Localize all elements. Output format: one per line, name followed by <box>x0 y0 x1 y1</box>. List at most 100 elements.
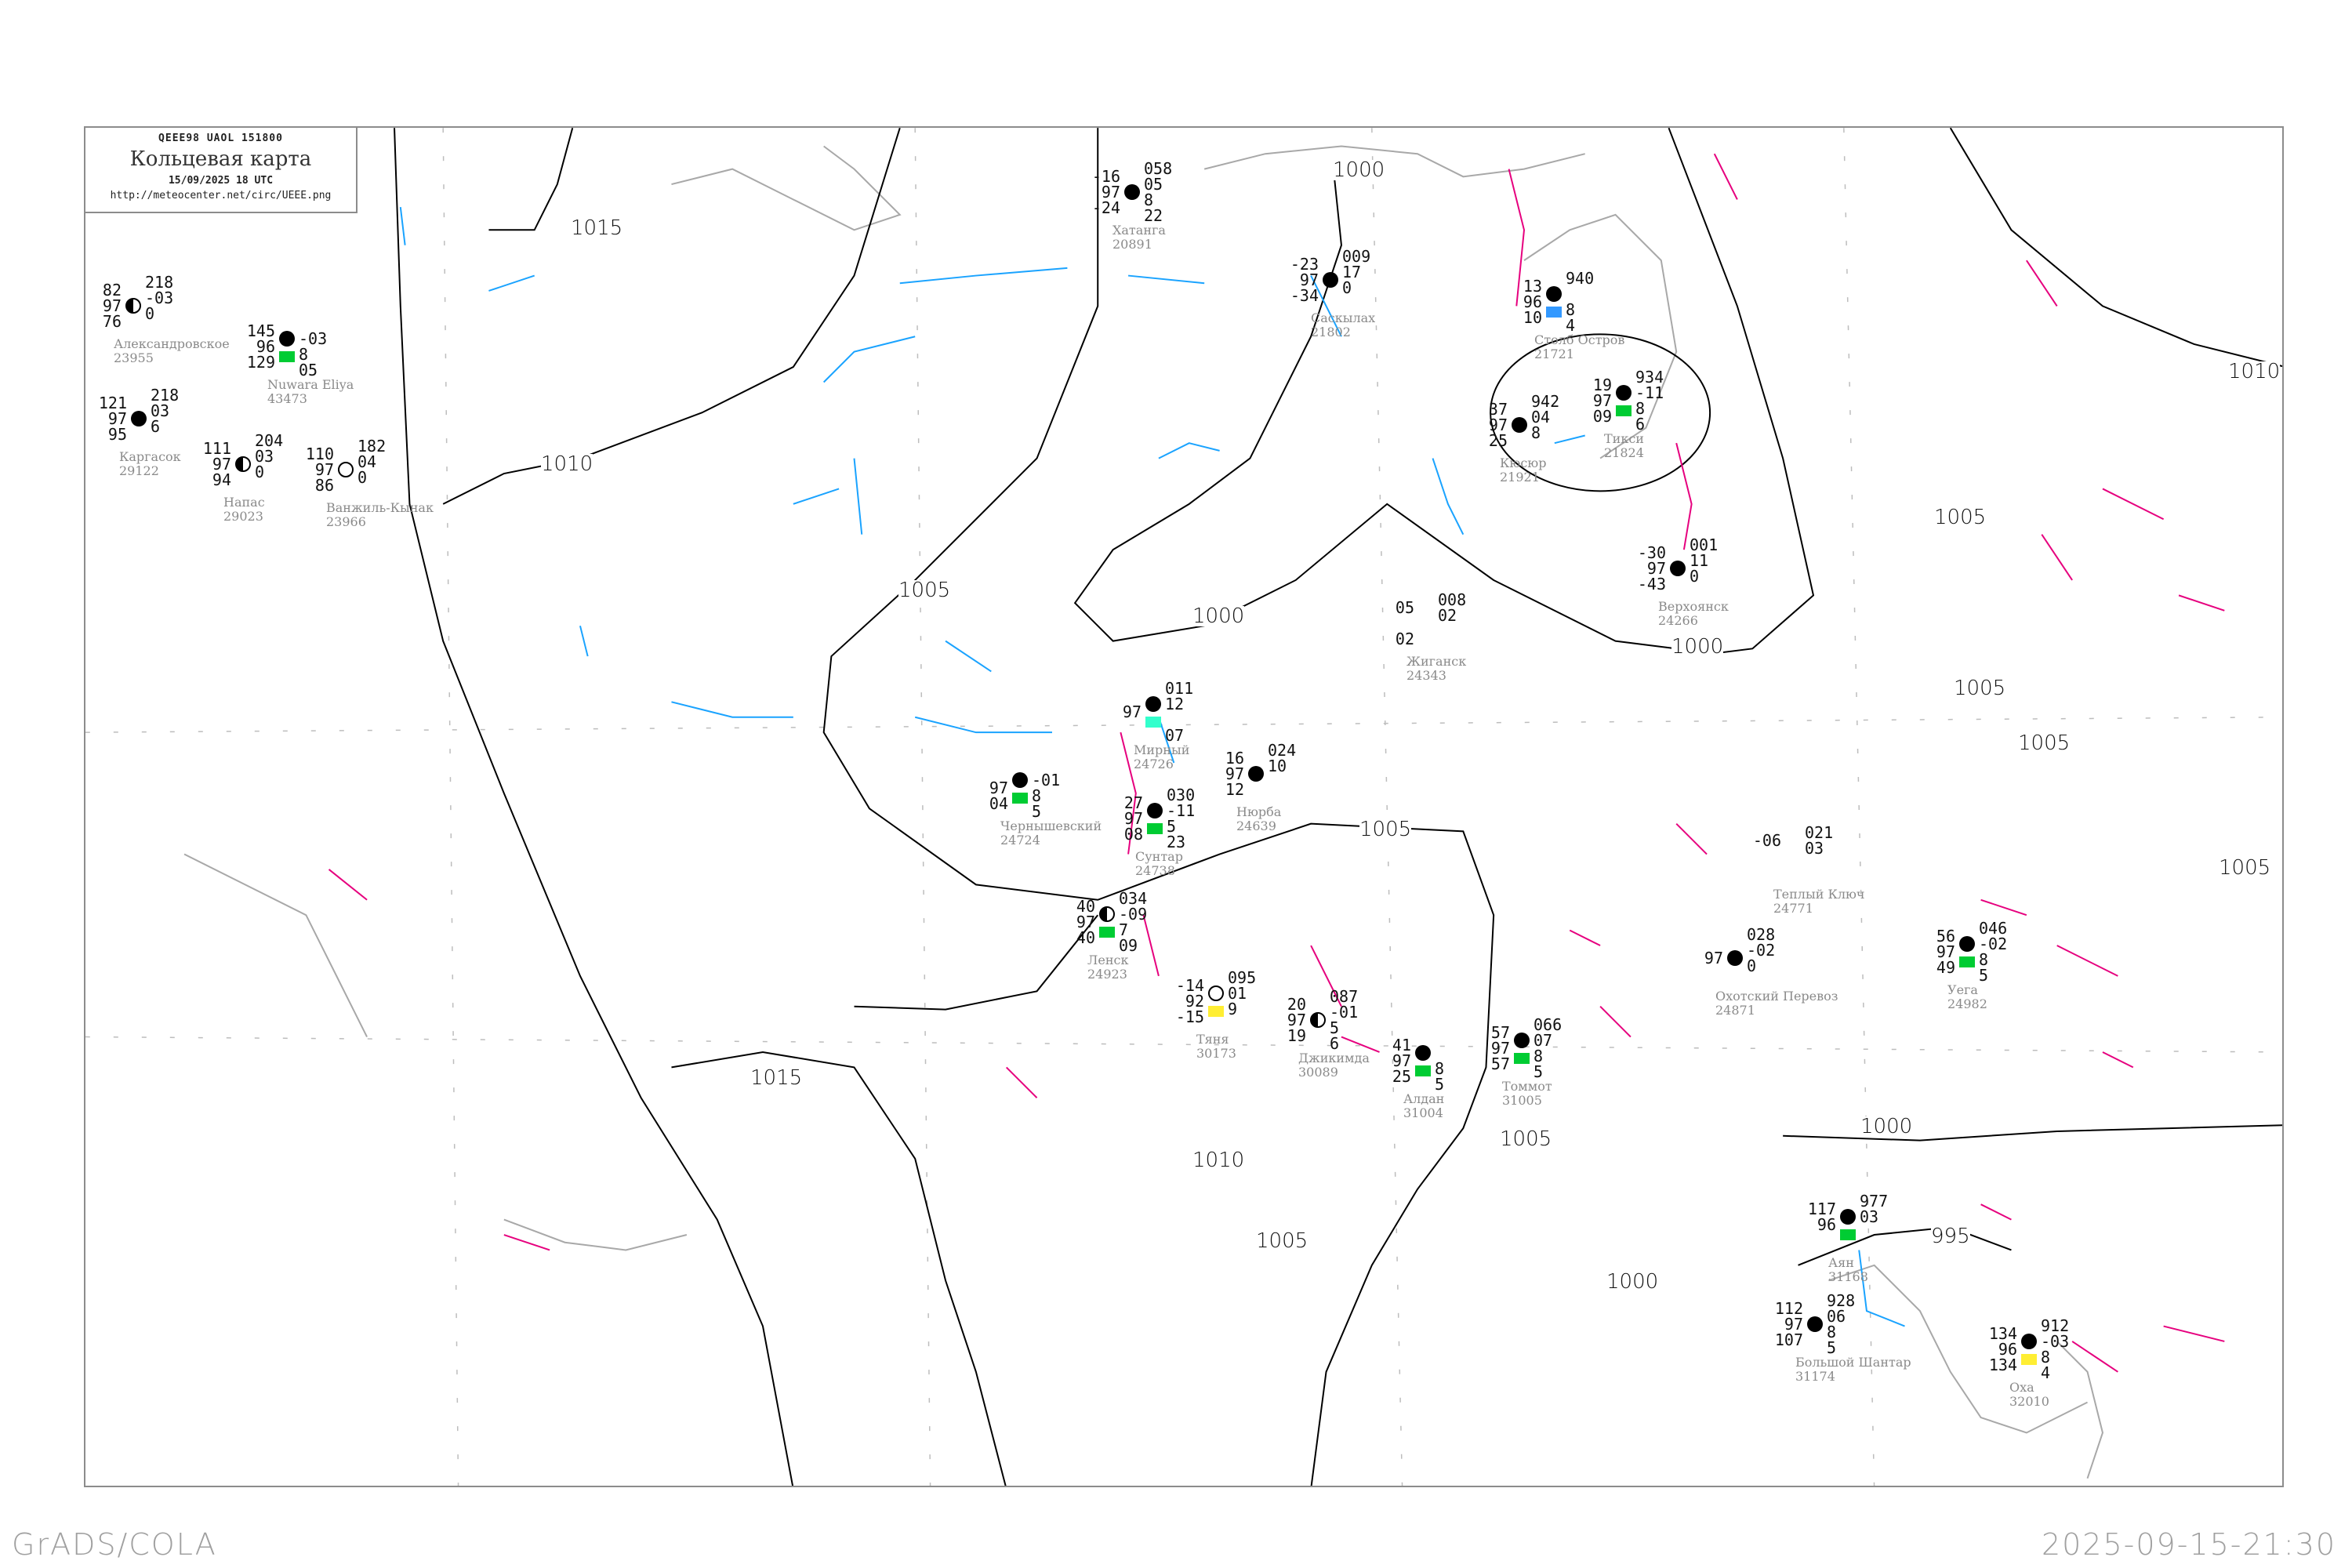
station-label: Мирный 24726 <box>1110 743 1196 771</box>
station-plot[interactable]: 56 97 49 046 -02 8 5 Уега 24982 <box>1922 919 2012 1013</box>
station-temperature: 117 <box>1807 1200 1836 1218</box>
station-temperature: 121 <box>98 394 127 412</box>
station-pressure: 912 <box>2041 1316 2070 1335</box>
station-plot[interactable]: 117 96 977 03 Аян 31168 <box>1803 1192 1893 1286</box>
station-plot[interactable]: -30 97 -43 001 11 0 Верхоянск 24266 <box>1633 535 1730 630</box>
station-plot[interactable]: 57 97 57 066 07 8 5 Томмот 31005 <box>1477 1015 1566 1109</box>
station-plot[interactable]: 97 011 12 07 Мирный 24726 <box>1109 679 1198 773</box>
station-label: Верхоянск 24266 <box>1635 600 1729 628</box>
warm-isotherm <box>1341 1036 1380 1053</box>
station-visibility: 97 <box>107 409 127 428</box>
precipitation-marker <box>1099 927 1115 938</box>
station-name: Саскылах <box>1311 310 1376 325</box>
station-tendency: -02 <box>1747 941 1776 960</box>
cold-isotherm <box>853 458 863 535</box>
isobar-label: 1005 <box>1500 1127 1552 1151</box>
station-tendency: 04 <box>358 452 377 471</box>
station-visibility: 97 <box>1936 942 1955 961</box>
warm-isotherm <box>1508 169 1526 307</box>
station-plot[interactable]: 19 97 09 934 -11 8 6 Тикси 21824 <box>1579 368 1668 462</box>
software-credit: GrADS/COLA <box>12 1527 217 1562</box>
station-id: 24982 <box>1947 996 1987 1011</box>
station-plot[interactable]: 97 04 -01 8 5 Чернышевский 24724 <box>975 755 1103 849</box>
station-plot[interactable]: 112 97 107 928 06 8 5 Большой Шантар 31174 <box>1770 1291 1913 1385</box>
station-plot[interactable]: -14 92 -15 095 01 9 Тяня 30173 <box>1171 968 1261 1062</box>
station-dewpoint: 94 <box>212 470 231 489</box>
cloud-cover-icon <box>1546 286 1562 302</box>
station-dewpoint: -34 <box>1290 286 1319 305</box>
station-cloud: 8 <box>299 345 309 364</box>
cloud-cover-icon <box>1310 1012 1326 1028</box>
station-plot[interactable]: 110 97 86 182 04 0 Ванжиль-Кынак 23966 <box>301 437 435 531</box>
station-pressure: 928 <box>1827 1291 1856 1310</box>
station-tendency: 12 <box>1165 695 1185 713</box>
station-plot[interactable]: 13 96 10 940 8 4 Столб Остров 21721 <box>1509 269 1626 363</box>
station-plot[interactable]: 134 96 134 912 -03 8 4 Оха 32010 <box>1984 1316 2074 1410</box>
station-label: Аян 31168 <box>1805 1256 1891 1284</box>
station-plot[interactable]: 111 97 94 204 03 0 Напас 29023 <box>198 431 288 525</box>
station-plot[interactable]: 37 97 25 942 04 8 Кюсюр 21921 <box>1475 392 1564 486</box>
cloud-cover-icon <box>1727 950 1743 966</box>
warm-isotherm <box>1980 1203 2012 1221</box>
station-visibility: 97 <box>1488 416 1508 434</box>
station-plot[interactable]: 121 97 95 218 03 6 Каргасок 29122 <box>94 386 183 480</box>
station-plot[interactable]: 97 028 -02 0 Охотский Перевоз 24871 <box>1690 925 1840 1019</box>
station-plot[interactable]: 145 96 129 -03 8 05 Nuwara Eliya 43473 <box>242 314 355 408</box>
station-cloud: 8 <box>1032 786 1042 805</box>
coastline <box>1828 1264 2088 1434</box>
station-cloud: 0 <box>1747 956 1757 975</box>
station-tendency: -03 <box>145 289 174 307</box>
station-visibility: 97 <box>1225 764 1244 783</box>
map-header: QEEE98 UAOL 151800 Кольцевая карта 15/09… <box>84 126 358 213</box>
station-dewpoint: 107 <box>1774 1330 1803 1349</box>
cold-isotherm <box>822 336 916 383</box>
cloud-cover-icon <box>1012 772 1028 788</box>
cold-isotherm <box>914 716 1052 734</box>
warm-isotherm <box>1675 442 1693 550</box>
isobar-line <box>1073 172 1677 650</box>
cloud-cover-icon <box>338 462 354 477</box>
station-plot[interactable]: 16 97 12 024 10 Нюрба 24639 <box>1211 741 1301 835</box>
station-id: 30173 <box>1196 1046 1236 1061</box>
station-label: Ленск 24923 <box>1064 953 1150 982</box>
station-cloud: 5 <box>1330 1018 1340 1037</box>
station-plot[interactable]: 82 97 76 218 -03 0 Александровское 23955 <box>89 273 231 367</box>
isobar-label: 1005 <box>1934 506 1987 529</box>
station-plot[interactable]: -23 97 -34 009 17 0 Саскылах 21802 <box>1286 247 1377 341</box>
isobar-label: 1010 <box>1192 1149 1245 1172</box>
warm-isotherm <box>2163 1325 2225 1342</box>
warm-isotherm <box>1310 945 1342 1007</box>
station-id: 24266 <box>1658 613 1698 628</box>
station-pressure: 009 <box>1342 247 1371 266</box>
station-id: 20891 <box>1112 237 1152 252</box>
station-plot[interactable]: 27 97 08 030 -11 5 23 Сунтар 24738 <box>1110 786 1200 880</box>
station-dewpoint: 12 <box>1225 780 1244 799</box>
station-plot[interactable]: -16 97 -24 058 05 8 22 Хатанга 20891 <box>1087 159 1177 253</box>
warm-isotherm <box>1569 929 1601 946</box>
station-plot[interactable]: 40 97 40 034 -09 7 09 Ленск 24923 <box>1062 889 1152 983</box>
station-cloud: 8 <box>1827 1323 1837 1341</box>
station-plot[interactable]: 05 02 008 02 Жиганск 24343 <box>1381 590 1471 684</box>
station-temperature: -23 <box>1290 255 1319 274</box>
station-plot[interactable]: -06 021 03 Теплый Ключ 24771 <box>1748 823 1867 917</box>
isobar-line <box>1798 1226 2012 1266</box>
station-pressure: 934 <box>1635 368 1664 387</box>
isobar-label: 1005 <box>1359 818 1412 841</box>
station-plot[interactable]: 20 97 19 087 -01 5 6 Джикимда 30089 <box>1273 987 1371 1081</box>
station-cloud: 8 <box>1635 399 1646 418</box>
isobar-label: 1005 <box>898 579 951 602</box>
station-tendency: -11 <box>1167 801 1196 820</box>
station-pressure: 008 <box>1438 590 1467 609</box>
station-pressure: 066 <box>1534 1015 1563 1034</box>
station-plot[interactable]: 41 97 25 8 5 Алдан 31004 <box>1378 1028 1468 1122</box>
isobar-label: 1005 <box>2018 731 2071 755</box>
station-name: Тикси <box>1604 431 1644 446</box>
station-extra: 5 <box>1534 1062 1544 1081</box>
precipitation-marker <box>1616 405 1632 416</box>
station-id: 24726 <box>1134 757 1174 771</box>
station-label: Нюрба 24639 <box>1213 805 1299 833</box>
precipitation-marker <box>1415 1065 1431 1076</box>
station-name: Охотский Перевоз <box>1715 989 1838 1004</box>
cloud-cover-icon <box>1099 906 1115 922</box>
station-dewpoint: 08 <box>1123 825 1143 844</box>
